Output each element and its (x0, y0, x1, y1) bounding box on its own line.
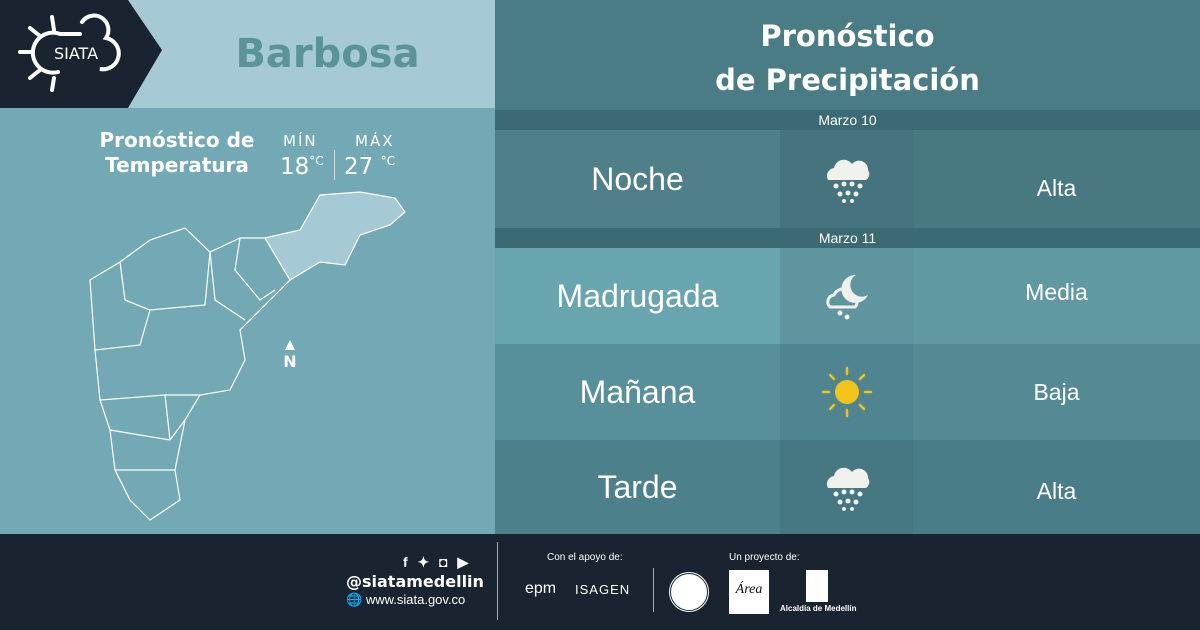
divider (334, 150, 335, 180)
social-icons[interactable]: f ✦ ◘ ▶ (403, 554, 472, 570)
min-value: 18°C (280, 154, 324, 180)
period-label: Noche (495, 130, 780, 228)
temperature-title-line1: Pronóstico de (99, 128, 255, 152)
max-label: MÁX (355, 132, 395, 150)
forecast-row: Mañana Baja (495, 344, 1200, 440)
precipitation-title-line2: de Precipitación (715, 63, 980, 97)
divider (653, 568, 654, 612)
period-label: Mañana (495, 344, 780, 440)
probability-level: Media (913, 248, 1200, 344)
precipitation-title: Pronóstico de Precipitación (495, 14, 1200, 102)
night-rain-icon (780, 248, 913, 344)
temperature-title: Pronóstico de Temperatura (92, 128, 262, 178)
divider (497, 542, 498, 620)
barbosa-highlight (264, 191, 406, 281)
probability-level: Alta (913, 440, 1200, 534)
heavy-rain-icon (780, 440, 913, 534)
sun-icon (780, 344, 913, 440)
unal-seal-logo (668, 571, 710, 613)
forecast-row: Tarde Alta (495, 440, 1200, 534)
support-label: Con el apoyo de: (547, 552, 623, 563)
siata-logo: SIATA (0, 0, 162, 108)
precipitation-title-line1: Pronóstico (760, 19, 935, 53)
footer: f ✦ ◘ ▶ @siatamedellin 🌐 www.siata.gov.c… (0, 534, 1200, 630)
epm-logo: epm (525, 580, 557, 597)
north-arrow-icon (285, 340, 295, 350)
alcaldia-logo: Alcaldía de Medellín (780, 604, 857, 613)
municipality-map: N (89, 191, 406, 521)
heavy-rain-icon (780, 130, 913, 228)
date-bar: Marzo 11 (495, 228, 1200, 248)
social-handle[interactable]: @siatamedellin (346, 572, 484, 591)
area-metropolitana-logo: Área (729, 570, 769, 614)
north-label: N (283, 352, 296, 371)
date-bar: Marzo 10 (495, 110, 1200, 130)
max-value: 27 °C (344, 154, 395, 180)
svg-text:SIATA: SIATA (54, 44, 98, 63)
temperature-panel: N (0, 108, 495, 534)
period-label: Madrugada (495, 248, 780, 344)
website-link[interactable]: 🌐 www.siata.gov.co (346, 592, 466, 607)
forecast-row: Madrugada Media (495, 248, 1200, 344)
globe-icon: 🌐 (346, 592, 363, 607)
temperature-title-line2: Temperatura (105, 153, 249, 177)
isagen-logo: ISAGEN (575, 582, 631, 597)
sun-cloud-logo-icon: SIATA (18, 13, 121, 92)
period-label: Tarde (495, 440, 780, 534)
probability-level: Baja (913, 344, 1200, 440)
forecast-row: Noche Alta (495, 130, 1200, 228)
project-label: Un proyecto de: (729, 552, 800, 563)
probability-level: Alta (913, 130, 1200, 228)
min-label: MÍN (283, 132, 318, 150)
city-name: Barbosa (235, 31, 420, 77)
medellin-shield-logo (806, 570, 828, 602)
